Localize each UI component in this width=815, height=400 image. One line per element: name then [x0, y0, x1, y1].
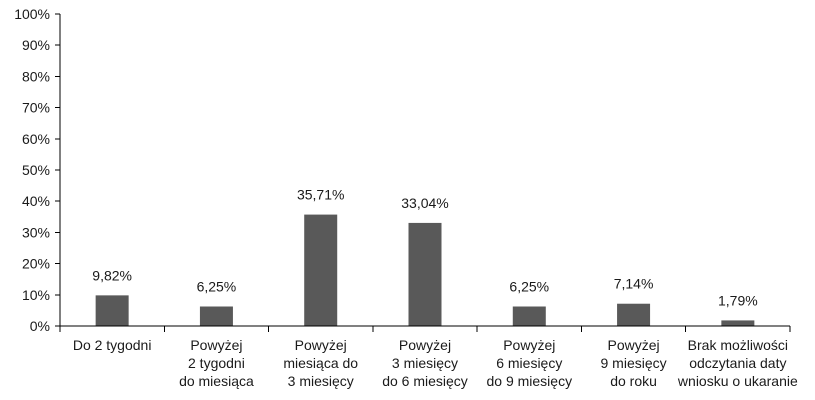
y-tick-label: 30% — [22, 224, 50, 240]
x-category-label: odczytania daty — [689, 355, 786, 371]
x-category-label: do miesiąca — [179, 373, 254, 389]
x-category-label: Powyżej — [399, 337, 451, 353]
x-category-label: Do 2 tygodni — [73, 337, 152, 353]
x-category-label: 3 miesięcy — [288, 373, 354, 389]
y-tick-label: 70% — [22, 100, 50, 116]
data-label: 33,04% — [401, 195, 448, 211]
x-category-label: Brak możliwości — [688, 337, 788, 353]
y-tick-label: 50% — [22, 162, 50, 178]
x-category-label: 3 miesięcy — [392, 355, 458, 371]
y-tick-label: 20% — [22, 256, 50, 272]
x-axis: Do 2 tygodni Powyżej 2 tygodni do miesiąca P… — [59, 325, 798, 389]
y-tick-label: 0% — [30, 318, 50, 334]
data-label: 6,25% — [197, 279, 237, 295]
y-tick-label: 10% — [22, 287, 50, 303]
y-tick-label: 80% — [22, 68, 50, 84]
bar — [617, 303, 651, 326]
x-category-label: Powyżej — [608, 337, 660, 353]
y-tick-label: 40% — [22, 193, 50, 209]
data-label: 6,25% — [509, 279, 549, 295]
x-category-label: wniosku o ukaranie — [677, 373, 798, 389]
y-axis: 0% 10% 20% 30% 40% 50% 60% 70% 80% 90% 100% — [14, 6, 61, 334]
data-label: 7,14% — [614, 276, 654, 292]
y-tick-label: 100% — [14, 6, 50, 22]
x-category-label: Powyżej — [190, 337, 242, 353]
data-label: 35,71% — [297, 187, 344, 203]
x-category-label: Powyżej — [295, 337, 347, 353]
x-category-label: do roku — [610, 373, 657, 389]
y-tick-label: 90% — [22, 37, 50, 53]
data-label: 1,79% — [718, 292, 758, 308]
y-tick-label: 60% — [22, 131, 50, 147]
bar — [721, 320, 755, 326]
x-category-label: 2 tygodni — [188, 355, 245, 371]
bars: 9,82% 6,25% 35,71% 33,04% 6,25% 7,14% 1,79% — [92, 187, 758, 326]
bar — [95, 295, 129, 326]
x-category-label: 6 miesięcy — [496, 355, 562, 371]
x-category-label: miesiąca do — [283, 355, 358, 371]
x-category-label: 9 miesięcy — [601, 355, 667, 371]
data-label: 9,82% — [92, 267, 132, 283]
bar — [304, 214, 338, 326]
bar — [408, 222, 442, 326]
x-category-label: do 6 miesięcy — [382, 373, 468, 389]
x-category-label: Powyżej — [503, 337, 555, 353]
x-category-label: do 9 miesięcy — [486, 373, 572, 389]
bar — [199, 306, 233, 326]
bar — [512, 306, 546, 326]
